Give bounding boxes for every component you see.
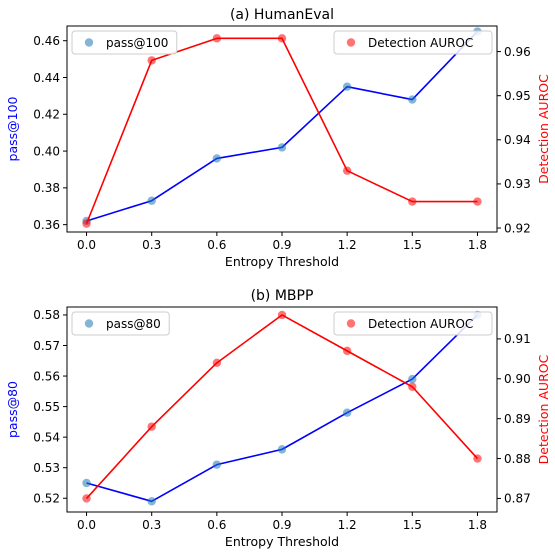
data-point <box>82 478 91 488</box>
data-point <box>212 34 222 43</box>
data-point <box>473 197 482 206</box>
left-y-tick-label: 0.55 <box>33 400 60 414</box>
left-y-tick-label: 0.42 <box>33 108 60 122</box>
chart-title: (a) HumanEval <box>230 7 334 23</box>
right-y-tick-label: 0.96 <box>504 45 531 59</box>
legend-marker <box>84 38 94 47</box>
left-y-tick-label: 0.53 <box>33 461 60 475</box>
left-y-tick-label: 0.36 <box>33 218 60 232</box>
legend-box <box>71 311 170 336</box>
data-point <box>147 497 156 506</box>
legend-2: Detection AUROC <box>333 311 493 336</box>
data-point <box>408 197 417 206</box>
x-tick-label: 0.9 <box>272 238 291 252</box>
data-point <box>277 310 287 320</box>
left-y-tick-label: 0.56 <box>33 369 60 383</box>
x-axis-label: Entropy Threshold <box>225 534 339 549</box>
chart-title: (b) MBPP <box>251 288 314 304</box>
legend-box <box>333 30 493 55</box>
x-tick-label: 0.0 <box>77 518 96 532</box>
x-tick-label: 0.9 <box>272 518 291 532</box>
legend-label: pass@80 <box>106 317 161 331</box>
x-tick-label: 0.3 <box>142 518 161 532</box>
legend-label: Detection AUROC <box>368 317 473 331</box>
x-tick-label: 0.3 <box>142 238 161 252</box>
right-y-tick-label: 0.93 <box>504 177 531 191</box>
left-y-axis-label: pass@80 <box>5 381 20 438</box>
left-y-tick-label: 0.58 <box>33 308 60 322</box>
data-point <box>277 445 287 454</box>
data-point <box>408 382 417 391</box>
x-tick-label: 1.5 <box>403 238 422 252</box>
data-point <box>147 56 156 65</box>
series-line-2 <box>85 37 478 224</box>
legend-1: pass@100 <box>71 30 178 55</box>
data-point <box>277 143 287 152</box>
x-tick-label: 1.8 <box>468 518 487 532</box>
legend-marker <box>346 319 356 328</box>
left-y-tick-label: 0.44 <box>33 71 60 85</box>
right-y-axis-label: Detection AUROC <box>536 74 551 184</box>
left-y-tick-label: 0.46 <box>33 34 60 48</box>
x-tick-label: 0.6 <box>207 518 226 532</box>
data-point <box>212 460 222 469</box>
legend-box <box>71 30 178 55</box>
right-y-tick-label: 0.91 <box>504 332 531 346</box>
right-y-tick-label: 0.94 <box>504 133 531 147</box>
right-y-tick-label: 0.95 <box>504 89 531 103</box>
right-y-tick-label: 0.92 <box>504 221 531 235</box>
series-line-2 <box>85 314 479 499</box>
x-tick-label: 0.6 <box>207 238 226 252</box>
legend-marker <box>84 319 94 328</box>
data-point <box>408 374 417 384</box>
data-point <box>473 454 482 463</box>
legend-label: pass@100 <box>106 36 168 50</box>
legend-box <box>333 311 493 336</box>
data-point <box>342 408 352 417</box>
right-y-tick-label: 0.90 <box>504 372 531 386</box>
x-tick-label: 1.2 <box>338 238 357 252</box>
data-point <box>342 82 352 91</box>
data-point <box>212 358 222 368</box>
x-tick-label: 1.5 <box>403 518 422 532</box>
series-line-1 <box>86 314 479 503</box>
legend-1: pass@80 <box>71 311 170 336</box>
left-y-axis-label: pass@100 <box>5 96 20 161</box>
right-y-tick-label: 0.88 <box>504 452 531 466</box>
chart-panel-2: (b) MBPP 0.0 0.3 0.6 0.9 1.2 1.5 1.8 Entropy Thr… <box>5 288 551 549</box>
left-y-tick-label: 0.40 <box>33 144 60 158</box>
data-point <box>277 34 287 43</box>
left-y-tick-label: 0.52 <box>33 492 60 506</box>
data-point <box>82 494 91 503</box>
x-tick-label: 0.0 <box>77 238 96 252</box>
data-point <box>82 219 91 228</box>
x-tick-label: 1.8 <box>468 238 487 252</box>
left-y-tick-label: 0.54 <box>33 430 60 444</box>
data-point <box>147 196 156 205</box>
legend-2: Detection AUROC <box>333 30 493 55</box>
left-y-tick-label: 0.57 <box>33 339 60 353</box>
data-point <box>147 422 156 431</box>
legend-marker <box>346 38 356 47</box>
data-point <box>342 346 352 356</box>
right-y-tick-label: 0.87 <box>504 492 531 506</box>
x-tick-label: 1.2 <box>338 518 357 532</box>
chart-panel-1: (a) HumanEval 0.0 0.3 0.6 0.9 1.2 1.5 1.8 Entrop… <box>5 7 551 269</box>
legend-label: Detection AUROC <box>368 36 473 50</box>
data-point <box>212 154 222 163</box>
left-y-tick-label: 0.38 <box>33 181 60 195</box>
right-y-tick-label: 0.89 <box>504 412 531 426</box>
data-point <box>408 95 417 104</box>
data-point <box>342 166 352 175</box>
x-axis-label: Entropy Threshold <box>225 254 339 269</box>
series-line-1 <box>86 30 479 222</box>
right-y-axis-label: Detection AUROC <box>536 354 551 464</box>
